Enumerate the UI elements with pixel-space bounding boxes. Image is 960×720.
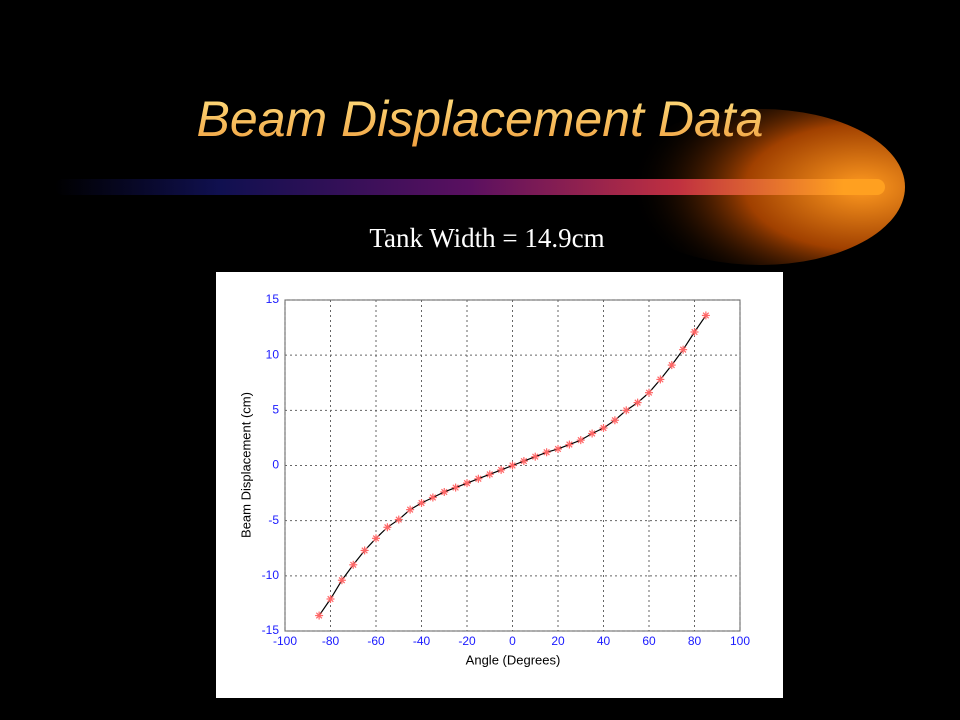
data-point xyxy=(326,595,335,604)
x-tick-label: -80 xyxy=(322,634,340,648)
y-tick-label: 5 xyxy=(272,403,279,417)
data-point xyxy=(485,470,494,479)
data-point xyxy=(451,483,460,492)
data-point xyxy=(622,406,631,415)
marker-stroke xyxy=(475,475,482,482)
data-point xyxy=(349,560,358,569)
marker-stroke xyxy=(441,488,448,496)
marker-stroke xyxy=(691,328,698,336)
marker-stroke xyxy=(623,407,630,414)
data-point xyxy=(531,452,540,461)
marker-stroke xyxy=(315,612,323,619)
marker-stroke xyxy=(406,506,414,513)
data-point xyxy=(508,461,517,470)
subtitle: Tank Width = 14.9cm xyxy=(369,223,604,253)
marker-stroke xyxy=(497,466,505,474)
data-point xyxy=(588,429,597,438)
marker-stroke xyxy=(668,361,675,369)
marker-stroke xyxy=(395,516,402,523)
data-point xyxy=(633,398,642,407)
marker-stroke xyxy=(543,449,550,456)
marker-stroke xyxy=(611,417,619,424)
x-tick-label: 20 xyxy=(551,634,565,648)
chart-panel xyxy=(216,272,783,698)
slide-title: Beam Displacement Data xyxy=(197,91,764,147)
data-point xyxy=(440,487,449,496)
marker-stroke xyxy=(600,424,607,432)
data-point xyxy=(701,311,710,320)
x-tick-label: 0 xyxy=(509,634,516,648)
data-point xyxy=(474,474,483,483)
marker-stroke xyxy=(679,346,687,353)
x-tick-label: 40 xyxy=(597,634,611,648)
marker-stroke xyxy=(327,595,334,603)
x-tick-label: 80 xyxy=(688,634,702,648)
marker-stroke xyxy=(418,499,425,507)
marker-stroke xyxy=(702,312,710,319)
y-tick-label: 15 xyxy=(266,292,280,306)
x-tick-label: -20 xyxy=(458,634,476,648)
data-point xyxy=(645,388,653,397)
data-point xyxy=(360,546,369,555)
decor-streak xyxy=(55,179,885,195)
y-tick-label: -10 xyxy=(262,568,280,582)
marker-stroke xyxy=(577,436,584,444)
data-point xyxy=(406,505,415,514)
x-tick-label: 100 xyxy=(730,634,750,648)
marker-stroke xyxy=(645,389,653,396)
y-tick-label: 0 xyxy=(272,458,279,472)
data-point xyxy=(554,444,562,453)
marker-stroke xyxy=(338,577,346,584)
marker-stroke xyxy=(554,445,562,453)
data-point xyxy=(599,423,608,432)
x-tick-label: -40 xyxy=(413,634,431,648)
data-point xyxy=(519,457,528,466)
marker-stroke xyxy=(588,430,596,437)
data-point xyxy=(542,448,551,457)
data-point xyxy=(667,361,676,370)
marker-stroke xyxy=(486,471,493,478)
x-tick-label: -100 xyxy=(273,634,297,648)
data-point xyxy=(565,440,574,449)
x-tick-label: 60 xyxy=(642,634,656,648)
data-point xyxy=(394,515,403,524)
y-tick-label: -5 xyxy=(268,513,279,527)
marker-stroke xyxy=(350,561,357,569)
data-point xyxy=(383,523,392,532)
data-point xyxy=(337,576,346,585)
marker-stroke xyxy=(361,547,368,554)
marker-stroke xyxy=(372,535,380,542)
data-point xyxy=(417,499,426,508)
x-axis-label: Angle (Degrees) xyxy=(466,652,561,667)
marker-stroke xyxy=(566,441,573,448)
data-point xyxy=(679,345,688,354)
marker-stroke xyxy=(463,479,471,487)
data-point xyxy=(428,493,437,502)
y-axis-label: Beam Displacement (cm) xyxy=(238,392,253,538)
data-point xyxy=(497,465,506,474)
y-tick-label: 10 xyxy=(266,347,280,361)
marker-stroke xyxy=(509,462,516,469)
marker-stroke xyxy=(532,453,539,460)
x-tick-label: -60 xyxy=(367,634,385,648)
data-point xyxy=(315,611,324,620)
marker-stroke xyxy=(429,494,437,501)
data-point xyxy=(690,327,699,336)
data-point xyxy=(656,375,665,384)
marker-stroke xyxy=(520,457,528,465)
marker-stroke xyxy=(452,484,459,491)
marker-stroke xyxy=(384,524,391,531)
data-point xyxy=(372,534,380,543)
data-point xyxy=(610,416,619,425)
data-point xyxy=(463,479,471,488)
marker-stroke xyxy=(657,376,664,383)
data-point xyxy=(576,436,585,445)
y-tick-label: -15 xyxy=(262,623,280,637)
marker-stroke xyxy=(634,399,641,406)
